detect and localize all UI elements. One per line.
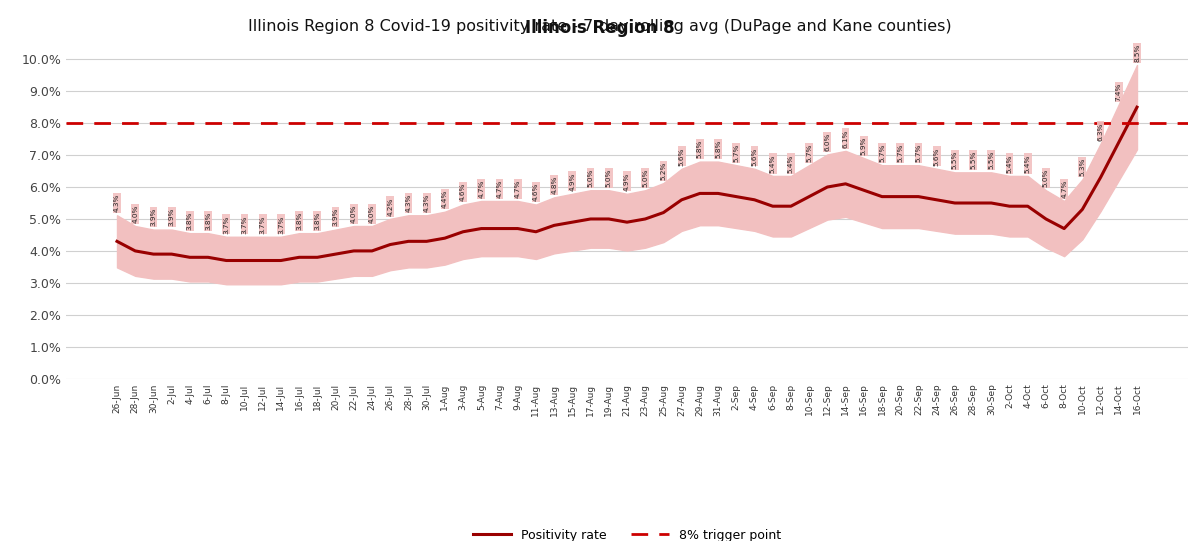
Text: 5.4%: 5.4% bbox=[1007, 154, 1013, 173]
Text: 4.3%: 4.3% bbox=[114, 194, 120, 212]
Text: 5.6%: 5.6% bbox=[751, 147, 757, 166]
Text: 4.4%: 4.4% bbox=[442, 190, 448, 208]
Text: 4.3%: 4.3% bbox=[424, 194, 430, 212]
Text: 5.0%: 5.0% bbox=[606, 169, 612, 187]
Text: 3.8%: 3.8% bbox=[187, 212, 193, 230]
Text: 4.8%: 4.8% bbox=[551, 176, 557, 194]
Text: 4.7%: 4.7% bbox=[479, 180, 485, 198]
Text: 3.9%: 3.9% bbox=[169, 208, 175, 226]
Text: 3.9%: 3.9% bbox=[150, 208, 156, 226]
Text: 5.8%: 5.8% bbox=[697, 140, 703, 159]
Legend: Positivity rate, 8% trigger point: Positivity rate, 8% trigger point bbox=[468, 524, 786, 541]
Text: 3.7%: 3.7% bbox=[223, 215, 229, 234]
Text: 3.7%: 3.7% bbox=[241, 215, 247, 234]
Text: 3.7%: 3.7% bbox=[259, 215, 265, 234]
Text: 5.0%: 5.0% bbox=[642, 169, 648, 187]
Text: 4.0%: 4.0% bbox=[132, 204, 138, 223]
Text: 5.8%: 5.8% bbox=[715, 140, 721, 159]
Text: 7.4%: 7.4% bbox=[1116, 83, 1122, 101]
Text: 4.7%: 4.7% bbox=[497, 180, 503, 198]
Text: 8.5%: 8.5% bbox=[1134, 43, 1140, 62]
Text: 5.4%: 5.4% bbox=[788, 154, 794, 173]
Text: 3.8%: 3.8% bbox=[296, 212, 302, 230]
Text: 3.8%: 3.8% bbox=[205, 212, 211, 230]
Text: 5.5%: 5.5% bbox=[952, 151, 958, 169]
Text: 5.6%: 5.6% bbox=[934, 147, 940, 166]
Text: 6.1%: 6.1% bbox=[842, 129, 848, 148]
Text: 5.5%: 5.5% bbox=[970, 151, 976, 169]
Text: 6.0%: 6.0% bbox=[824, 133, 830, 151]
Text: 5.4%: 5.4% bbox=[769, 154, 775, 173]
Text: 5.2%: 5.2% bbox=[660, 162, 666, 180]
Text: 4.2%: 4.2% bbox=[388, 197, 394, 216]
Text: 4.9%: 4.9% bbox=[624, 172, 630, 190]
Text: 4.9%: 4.9% bbox=[569, 172, 575, 190]
Text: 5.6%: 5.6% bbox=[679, 147, 685, 166]
Text: Illinois Region 8: Illinois Region 8 bbox=[526, 19, 674, 37]
Text: 4.7%: 4.7% bbox=[515, 180, 521, 198]
Text: 4.0%: 4.0% bbox=[350, 204, 356, 223]
Text: 5.0%: 5.0% bbox=[1043, 169, 1049, 187]
Text: 4.7%: 4.7% bbox=[1061, 180, 1067, 198]
Text: 5.3%: 5.3% bbox=[1079, 158, 1085, 176]
Text: 5.7%: 5.7% bbox=[733, 143, 739, 162]
Text: 5.4%: 5.4% bbox=[1025, 154, 1031, 173]
Text: 5.7%: 5.7% bbox=[898, 143, 904, 162]
Text: 5.0%: 5.0% bbox=[588, 169, 594, 187]
Text: 6.3%: 6.3% bbox=[1098, 122, 1104, 141]
Text: 5.5%: 5.5% bbox=[989, 151, 995, 169]
Text: 3.9%: 3.9% bbox=[332, 208, 338, 226]
Text: 5.7%: 5.7% bbox=[878, 143, 886, 162]
Text: 5.7%: 5.7% bbox=[916, 143, 922, 162]
Text: 5.9%: 5.9% bbox=[860, 136, 866, 155]
Text: 4.6%: 4.6% bbox=[533, 183, 539, 201]
Text: 4.6%: 4.6% bbox=[460, 183, 466, 201]
Text: 5.7%: 5.7% bbox=[806, 143, 812, 162]
Text: 4.0%: 4.0% bbox=[370, 204, 374, 223]
Text: 3.7%: 3.7% bbox=[278, 215, 284, 234]
Text: Illinois Region 8 Covid-19 positivity rate - 7-day rolling avg (DuPage and Kane : Illinois Region 8 Covid-19 positivity ra… bbox=[248, 19, 952, 34]
Text: 3.8%: 3.8% bbox=[314, 212, 320, 230]
Text: 4.3%: 4.3% bbox=[406, 194, 412, 212]
